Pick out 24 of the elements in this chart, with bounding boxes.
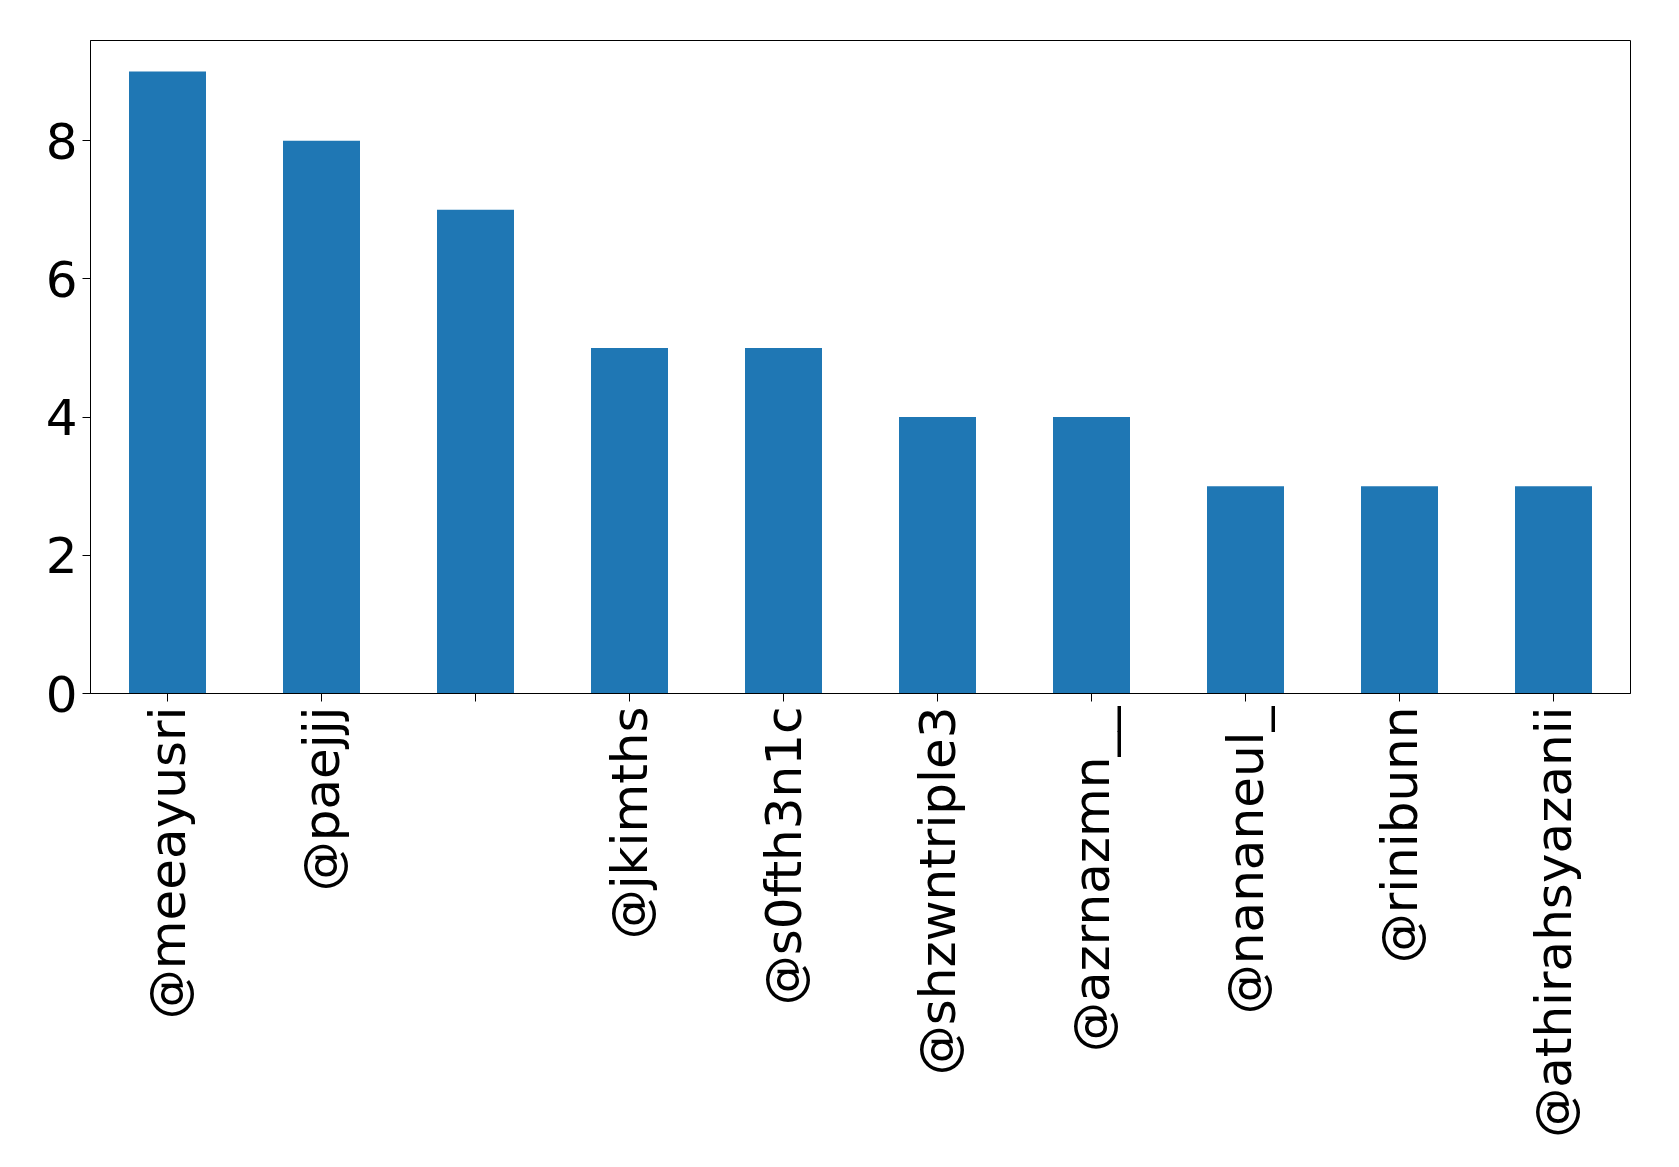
y-tick-label: 8 <box>45 112 78 171</box>
bar <box>745 348 822 694</box>
x-tick-label: @meeayusri <box>138 706 197 1020</box>
x-tick-label: @azrnazmn__ <box>1062 705 1121 1053</box>
bar <box>1207 486 1284 694</box>
x-tick-label: @nananeul_ <box>1216 705 1275 1015</box>
x-tick-label: @paejjj <box>292 706 351 892</box>
x-tick-label: @jkimths <box>600 706 659 940</box>
bar <box>1515 486 1592 694</box>
x-tick-label: @rinibunn <box>1370 706 1429 964</box>
bar <box>129 71 206 694</box>
y-tick-label: 6 <box>45 250 78 309</box>
x-tick-label: @s0fth3n1c <box>754 706 813 1006</box>
x-tick-label: @shzwntriple3 <box>908 706 967 1076</box>
x-tick-label: @athirahsyazanii <box>1524 706 1583 1138</box>
y-tick-label: 2 <box>45 527 78 586</box>
y-tick-label: 4 <box>45 389 78 448</box>
bar <box>437 209 514 694</box>
bar <box>1053 417 1130 694</box>
bar <box>283 140 360 694</box>
bar <box>899 417 976 694</box>
y-tick-label: 0 <box>45 665 78 724</box>
bar <box>1361 486 1438 694</box>
bar <box>591 348 668 694</box>
